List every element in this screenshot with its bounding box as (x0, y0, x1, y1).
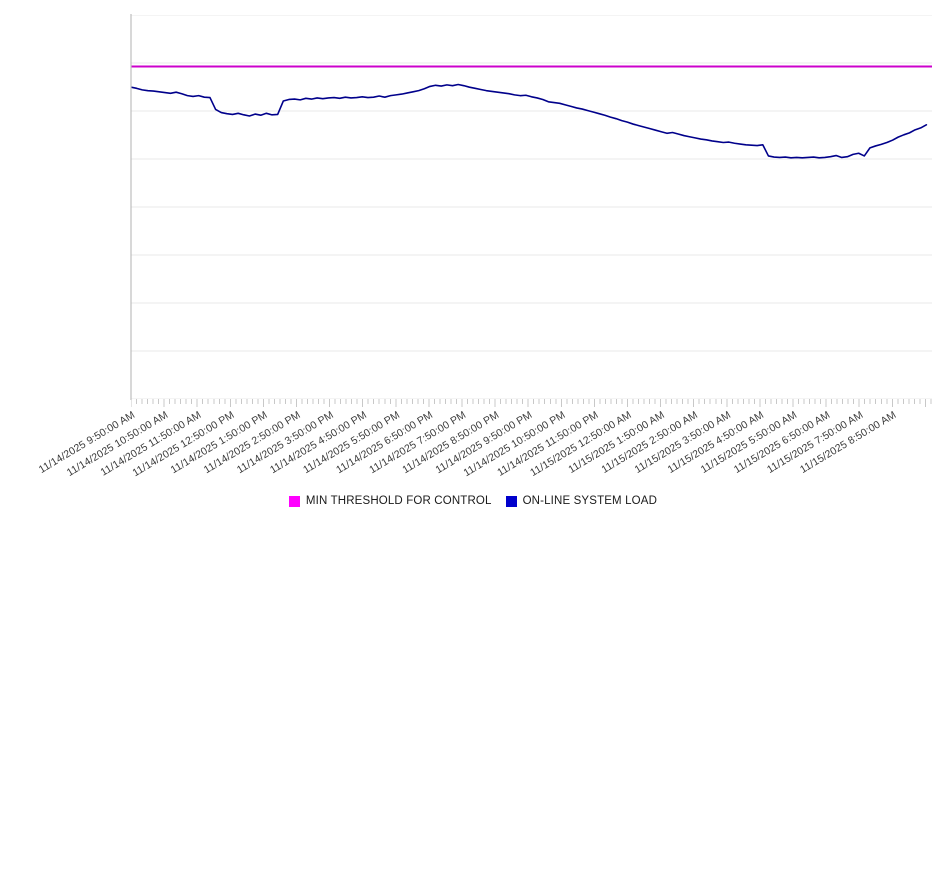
chart-container: 11/14/2025 9:50:00 AM 11/14/2025 10:50:00… (0, 14, 946, 507)
x-tick-label: 11/14/2025 10:50:00 AM (64, 409, 171, 479)
x-tick-label: 11/15/2025 5:50:00 AM (698, 409, 800, 476)
y-gridlines (131, 15, 932, 399)
legend-label-min-threshold: MIN THRESHOLD FOR CONTROL (305, 495, 492, 507)
x-tick-label: 11/14/2025 5:50:00 PM (301, 409, 402, 477)
plot-svg (131, 15, 932, 399)
x-tick-label: 11/14/2025 9:50:00 PM (433, 409, 535, 477)
x-tick-label: 11/14/2025 6:50:00 PM (334, 409, 436, 477)
x-tick-label: 11/15/2025 4:50:00 AM (665, 409, 767, 476)
legend-item-min-threshold[interactable]: MIN THRESHOLD FOR CONTROL (288, 495, 492, 507)
y-axis-line (130, 14, 132, 400)
x-tick-label: 11/14/2025 8:50:00 PM (400, 409, 502, 477)
legend-swatch-online-system-load (505, 495, 517, 507)
chart-legend: MIN THRESHOLD FOR CONTROL ON-LINE SYSTEM… (0, 495, 946, 507)
x-tick-label: 11/15/2025 8:50:00 AM (798, 409, 899, 476)
online-system-load-line (131, 83, 928, 159)
x-tick-label: 11/14/2025 1:50:00 PM (168, 409, 270, 477)
x-tick-label: 11/14/2025 12:50:00 PM (130, 409, 237, 480)
x-tick-label: 11/15/2025 7:50:00 AM (764, 409, 866, 476)
x-tick-label: 11/15/2025 12:50:00 AM (528, 409, 634, 479)
x-tick-label: 11/15/2025 1:50:00 AM (566, 409, 667, 476)
x-tick-label: 11/14/2025 10:50:00 PM (461, 409, 568, 480)
x-tick-label: 11/14/2025 9:50:00 AM (36, 409, 138, 476)
legend-label-online-system-load: ON-LINE SYSTEM LOAD (522, 495, 658, 507)
x-tick-label: 11/15/2025 3:50:00 AM (632, 409, 733, 476)
x-tick-label: 11/15/2025 2:50:00 AM (599, 409, 700, 476)
x-tick-label: 11/14/2025 7:50:00 PM (367, 409, 469, 477)
legend-swatch-min-threshold (288, 495, 300, 507)
x-tick-label: 11/14/2025 11:50:00 PM (495, 409, 601, 479)
x-tick-label: 11/14/2025 4:50:00 PM (267, 409, 369, 477)
plot-area (131, 15, 932, 399)
legend-item-online-system-load[interactable]: ON-LINE SYSTEM LOAD (505, 495, 658, 507)
x-axis-tick-marks (131, 399, 932, 407)
x-tick-label: 11/15/2025 6:50:00 AM (731, 409, 833, 476)
x-tick-label: 11/14/2025 2:50:00 PM (201, 409, 303, 477)
